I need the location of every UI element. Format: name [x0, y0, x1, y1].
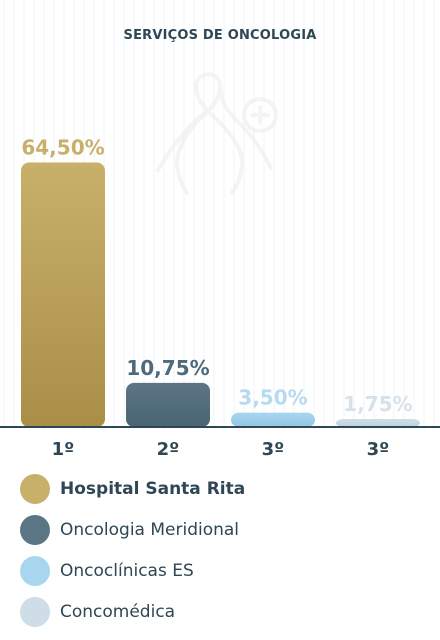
value-label-2: 10,75%	[126, 356, 209, 380]
legend-dot-4	[20, 596, 50, 627]
category-label-3: 3º	[262, 439, 285, 460]
legend-label-2: Oncologia Meridional	[60, 519, 240, 540]
bar-1	[21, 162, 105, 428]
legend-item-4: Concomédica	[20, 591, 420, 632]
legend-label-1: Hospital Santa Rita	[60, 478, 246, 499]
category-label-2: 2º	[157, 439, 180, 460]
value-label-1: 64,50%	[21, 136, 104, 160]
legend-label-4: Concomédica	[60, 601, 176, 622]
legend-item-3: Oncoclínicas ES	[20, 550, 420, 591]
bar-3	[231, 412, 315, 427]
bar-2	[126, 382, 210, 427]
legend-item-1: Hospital Santa Rita	[20, 468, 420, 509]
bar-4	[336, 419, 420, 427]
category-label-1: 1º	[52, 439, 75, 460]
chart-title: SERVIÇOS DE ONCOLOGIA	[123, 28, 317, 43]
legend-dot-2	[20, 514, 50, 545]
legend-dot-1	[20, 473, 50, 504]
chart-legend: Hospital Santa Rita Oncologia Meridional…	[20, 468, 420, 632]
legend-dot-3	[20, 555, 50, 586]
legend-item-2: Oncologia Meridional	[20, 509, 420, 550]
value-label-4: 1,75%	[343, 392, 412, 416]
value-label-3: 3,50%	[238, 386, 307, 410]
legend-label-3: Oncoclínicas ES	[60, 560, 194, 581]
category-label-4: 3º	[367, 439, 390, 460]
bar-chart: 64,50% 10,75% 3,50% 1,75% 1º 2º 3º 3º	[0, 136, 440, 460]
